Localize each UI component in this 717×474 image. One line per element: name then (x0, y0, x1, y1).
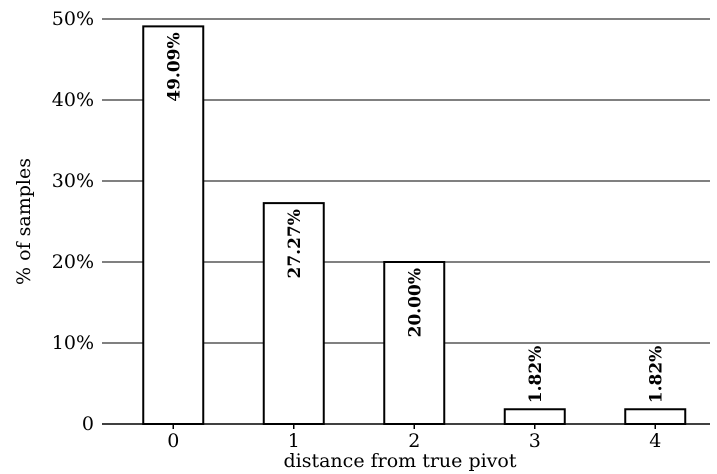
y-tick-label: 10% (52, 332, 94, 354)
bar-label-background (644, 345, 667, 408)
bar-value-label: 1.82% (526, 346, 546, 404)
bar-value-label: 27.27% (285, 209, 305, 278)
bars: 49.09% 27.27% 20.00% 1.82% 1.82% (142, 25, 687, 425)
y-tick-label: 0 (82, 413, 94, 435)
x-tick-label: 1 (288, 430, 300, 452)
bar-value-label: 1.82% (646, 346, 666, 404)
y-tick-label: 40% (52, 89, 94, 111)
x-tick-label: 4 (649, 430, 661, 452)
x-tick-label: 2 (408, 430, 420, 452)
y-tick-label: 30% (52, 170, 94, 192)
x-tick-labels: 0 1 2 3 4 (167, 424, 661, 452)
y-tick-labels: 0 10% 20% 30% 40% 50% (52, 8, 94, 435)
x-tick-label: 0 (167, 430, 179, 452)
bar (383, 261, 446, 425)
bar (624, 408, 687, 425)
y-tick-label: 50% (52, 8, 94, 30)
bar-value-label: 20.00% (405, 268, 425, 337)
y-axis-title: % of samples (13, 158, 35, 285)
bar-label-background (523, 345, 546, 408)
x-tick-label: 3 (529, 430, 541, 452)
y-tick-label: 20% (52, 251, 94, 273)
bar (503, 408, 566, 425)
bar (142, 25, 205, 425)
x-axis-title: distance from true pivot (283, 450, 516, 472)
bar-value-label: 49.09% (164, 32, 184, 101)
